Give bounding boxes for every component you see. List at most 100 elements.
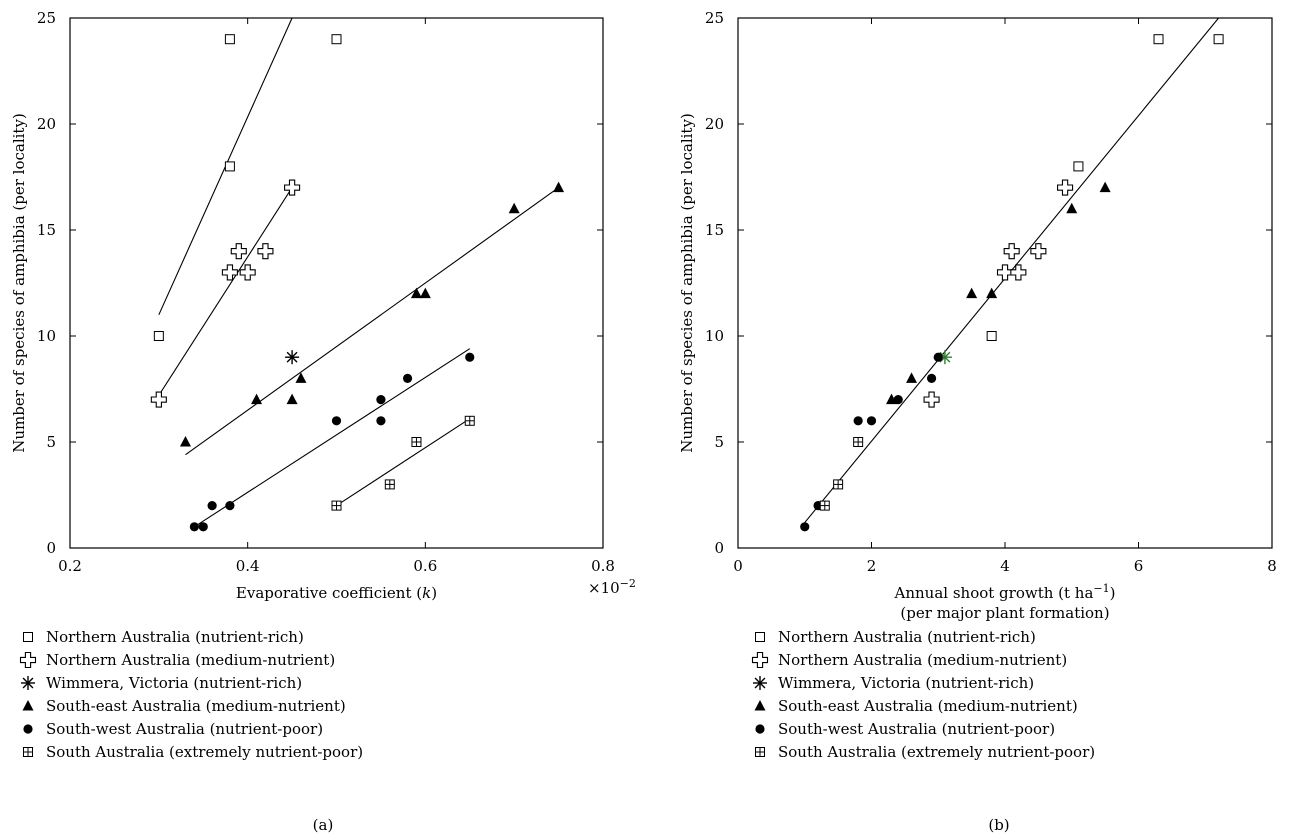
series-nm	[150, 179, 301, 408]
series-se	[886, 181, 1111, 405]
series-nr	[986, 34, 1224, 341]
series-wv	[285, 350, 300, 365]
legend-marker-nr	[23, 632, 33, 642]
legend-label-se: South-east Australia (medium-nutrient)	[46, 697, 346, 715]
x-tick-label: 8	[1267, 557, 1277, 575]
x-tick-label: 0	[733, 557, 743, 575]
data-point-sw	[853, 416, 863, 426]
data-point-se	[295, 372, 307, 383]
data-point-sw	[926, 373, 937, 383]
data-point-sw	[893, 395, 903, 405]
legend-label-nm: Northern Australia (medium-nutrient)	[46, 651, 335, 669]
data-point-nm	[1010, 264, 1027, 281]
x-tick-label: 2	[867, 557, 877, 575]
legend-marker-se	[754, 700, 766, 711]
data-point-nr	[1073, 161, 1084, 172]
x-tick-label: 0.6	[413, 557, 437, 575]
legend-label-sw: South-west Australia (nutrient-poor)	[46, 720, 323, 738]
y-axis-label: Number of species of amphibia (per local…	[678, 113, 696, 453]
data-point-nr	[224, 161, 235, 172]
x-axis-multiplier: ×10−2	[588, 577, 636, 598]
data-point-se	[419, 287, 431, 299]
data-point-se	[966, 287, 978, 299]
panel-label: (b)	[988, 816, 1009, 834]
data-point-nm	[150, 391, 167, 408]
panel-label: (a)	[313, 816, 334, 834]
x-tick-label: 4	[1000, 557, 1010, 575]
data-point-sw	[331, 416, 342, 426]
data-point-se	[286, 393, 298, 405]
legend-marker-wv	[753, 676, 767, 690]
y-axis-label: Number of species of amphibia (per local…	[10, 113, 28, 453]
data-point-sw	[402, 373, 413, 383]
legend-marker-sw	[23, 724, 33, 734]
panel-b: 0 2 4 6 8 0 5 10 15 20 25 Number of species of amph…	[678, 9, 1277, 834]
plot-frame	[69, 17, 604, 549]
x-tick-label: 0.2	[58, 557, 82, 575]
data-point-sw	[207, 501, 217, 511]
data-point-nr	[331, 34, 342, 45]
legend-marker-se	[22, 700, 34, 711]
legend: Northern Australia (nutrient-rich) Northe…	[751, 628, 1095, 761]
data-point-nm	[1057, 179, 1074, 196]
data-point-sa	[384, 479, 395, 490]
data-point-sw	[800, 522, 810, 532]
y-tick-label: 20	[37, 115, 56, 133]
data-point-sa	[833, 479, 844, 490]
y-tick-label: 10	[37, 327, 56, 345]
legend-label-sa: South Australia (extremely nutrient-poor…	[46, 743, 363, 761]
y-tick-label: 15	[37, 221, 56, 239]
legend-label-wv: Wimmera, Victoria (nutrient-rich)	[778, 674, 1034, 692]
data-point-sw	[189, 522, 199, 532]
x-axis-label-line2: (per major plant formation)	[900, 604, 1109, 622]
data-point-nm	[239, 264, 256, 281]
plot-frame	[737, 17, 1273, 549]
data-point-se	[508, 202, 520, 214]
data-point-nr	[1153, 34, 1164, 45]
x-tick-label: 0.4	[236, 557, 260, 575]
data-point-se	[553, 181, 565, 193]
fit-line-sw	[194, 348, 471, 528]
series-sw	[189, 352, 475, 532]
data-point-nm	[1030, 243, 1047, 260]
y-tick-label: 0	[46, 539, 56, 557]
legend-label-nr: Northern Australia (nutrient-rich)	[46, 628, 304, 646]
data-point-nr	[153, 331, 164, 341]
fit-line-nm	[158, 187, 293, 396]
data-point-sa	[411, 437, 422, 447]
legend-marker-sa	[755, 747, 765, 757]
legend-label-sw: South-west Australia (nutrient-poor)	[778, 720, 1055, 738]
legend-marker-sw	[755, 724, 765, 734]
y-tick-label: 5	[46, 433, 56, 451]
series-sa	[819, 437, 864, 511]
data-point-sa	[853, 437, 864, 447]
y-tick-label: 10	[705, 327, 724, 345]
data-point-se	[906, 372, 918, 383]
x-axis-label: Evaporative coefficient (k)	[236, 584, 437, 602]
legend-marker-nm	[751, 651, 769, 669]
legend-label-nm: Northern Australia (medium-nutrient)	[778, 651, 1067, 669]
y-tick-label: 20	[705, 115, 724, 133]
data-point-nr	[1213, 34, 1224, 45]
data-point-sa	[331, 500, 342, 511]
data-point-nr	[224, 34, 235, 45]
data-point-se	[179, 436, 191, 447]
series-se	[179, 181, 565, 447]
y-tick-label: 5	[714, 433, 724, 451]
data-point-wv	[285, 350, 300, 365]
legend: Northern Australia (nutrient-rich) Northe…	[19, 628, 363, 761]
y-tick-label: 0	[714, 539, 724, 557]
legend-label-wv: Wimmera, Victoria (nutrient-rich)	[46, 674, 302, 692]
data-point-sw	[198, 522, 208, 532]
legend-marker-sa	[23, 747, 33, 757]
x-tick-label: 6	[1134, 557, 1144, 575]
series-nr	[153, 34, 342, 341]
panel-a: 0.2 0.4 0.6 0.8 0 5 10 15 20 25 Number of species …	[10, 9, 636, 834]
data-point-se	[1099, 181, 1111, 193]
data-point-se	[410, 287, 422, 299]
legend-label-sa: South Australia (extremely nutrient-poor…	[778, 743, 1095, 761]
data-point-se	[986, 287, 998, 299]
series-sa	[331, 415, 475, 511]
data-point-sw	[376, 416, 386, 426]
y-tick-label: 15	[705, 221, 724, 239]
